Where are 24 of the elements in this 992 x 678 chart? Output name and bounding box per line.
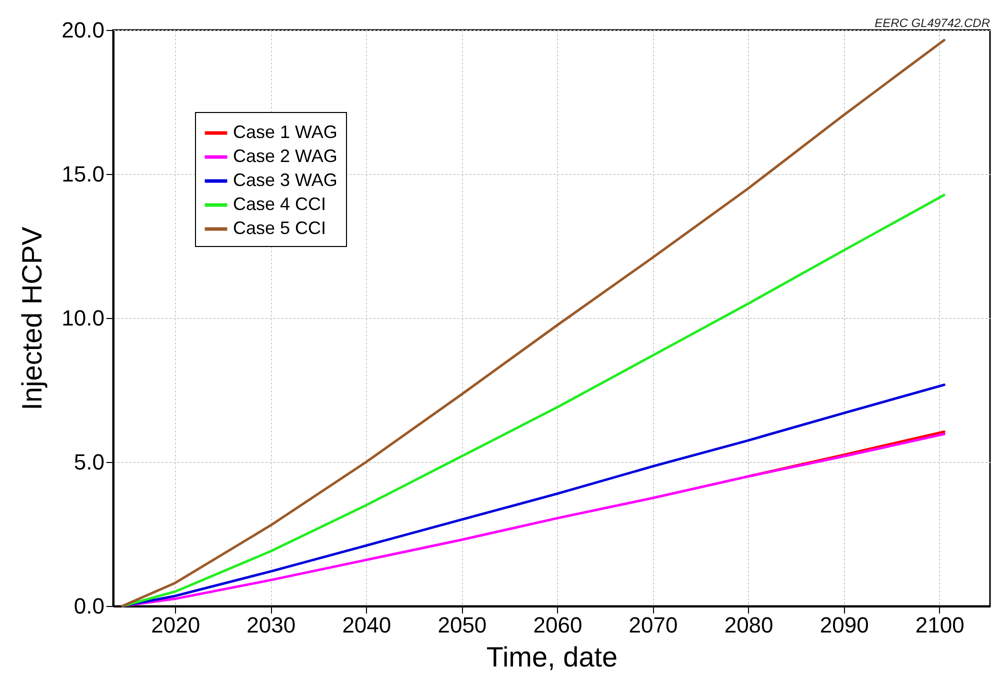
x-tick-label: 2100 <box>915 612 964 638</box>
x-tick-label: 2060 <box>533 612 582 638</box>
x-tick-label: 2050 <box>438 612 487 638</box>
y-tick-label: 20.0 <box>62 18 104 42</box>
x-tick-label: 2040 <box>342 612 392 638</box>
y-tick-label: 0.0 <box>74 594 104 618</box>
x-tick-label: 2090 <box>820 612 869 638</box>
x-tick-label: 2020 <box>151 612 200 638</box>
line-series <box>121 38 946 608</box>
legend-label: Case 4 CCI <box>233 194 326 214</box>
y-tick-label: 15.0 <box>62 162 104 186</box>
text: EERC GL49742.CDR <box>874 16 990 30</box>
y-axis-title: Injected HCPV <box>16 226 48 410</box>
y-tick-label: 10.0 <box>62 306 104 330</box>
x-tick-label: 2030 <box>246 612 296 638</box>
legend-label: Case 2 WAG <box>233 146 338 166</box>
legend-label: Case 5 CCI <box>233 218 326 238</box>
legend-label: Case 1 WAG <box>233 122 338 142</box>
legend-label: Case 3 WAG <box>233 170 338 190</box>
y-tick-label: 5.0 <box>74 450 104 474</box>
x-tick-label: 2070 <box>628 612 678 638</box>
line-series <box>121 194 946 608</box>
x-axis-title: Time, date <box>486 642 618 672</box>
x-tick-label: 2080 <box>724 612 774 638</box>
